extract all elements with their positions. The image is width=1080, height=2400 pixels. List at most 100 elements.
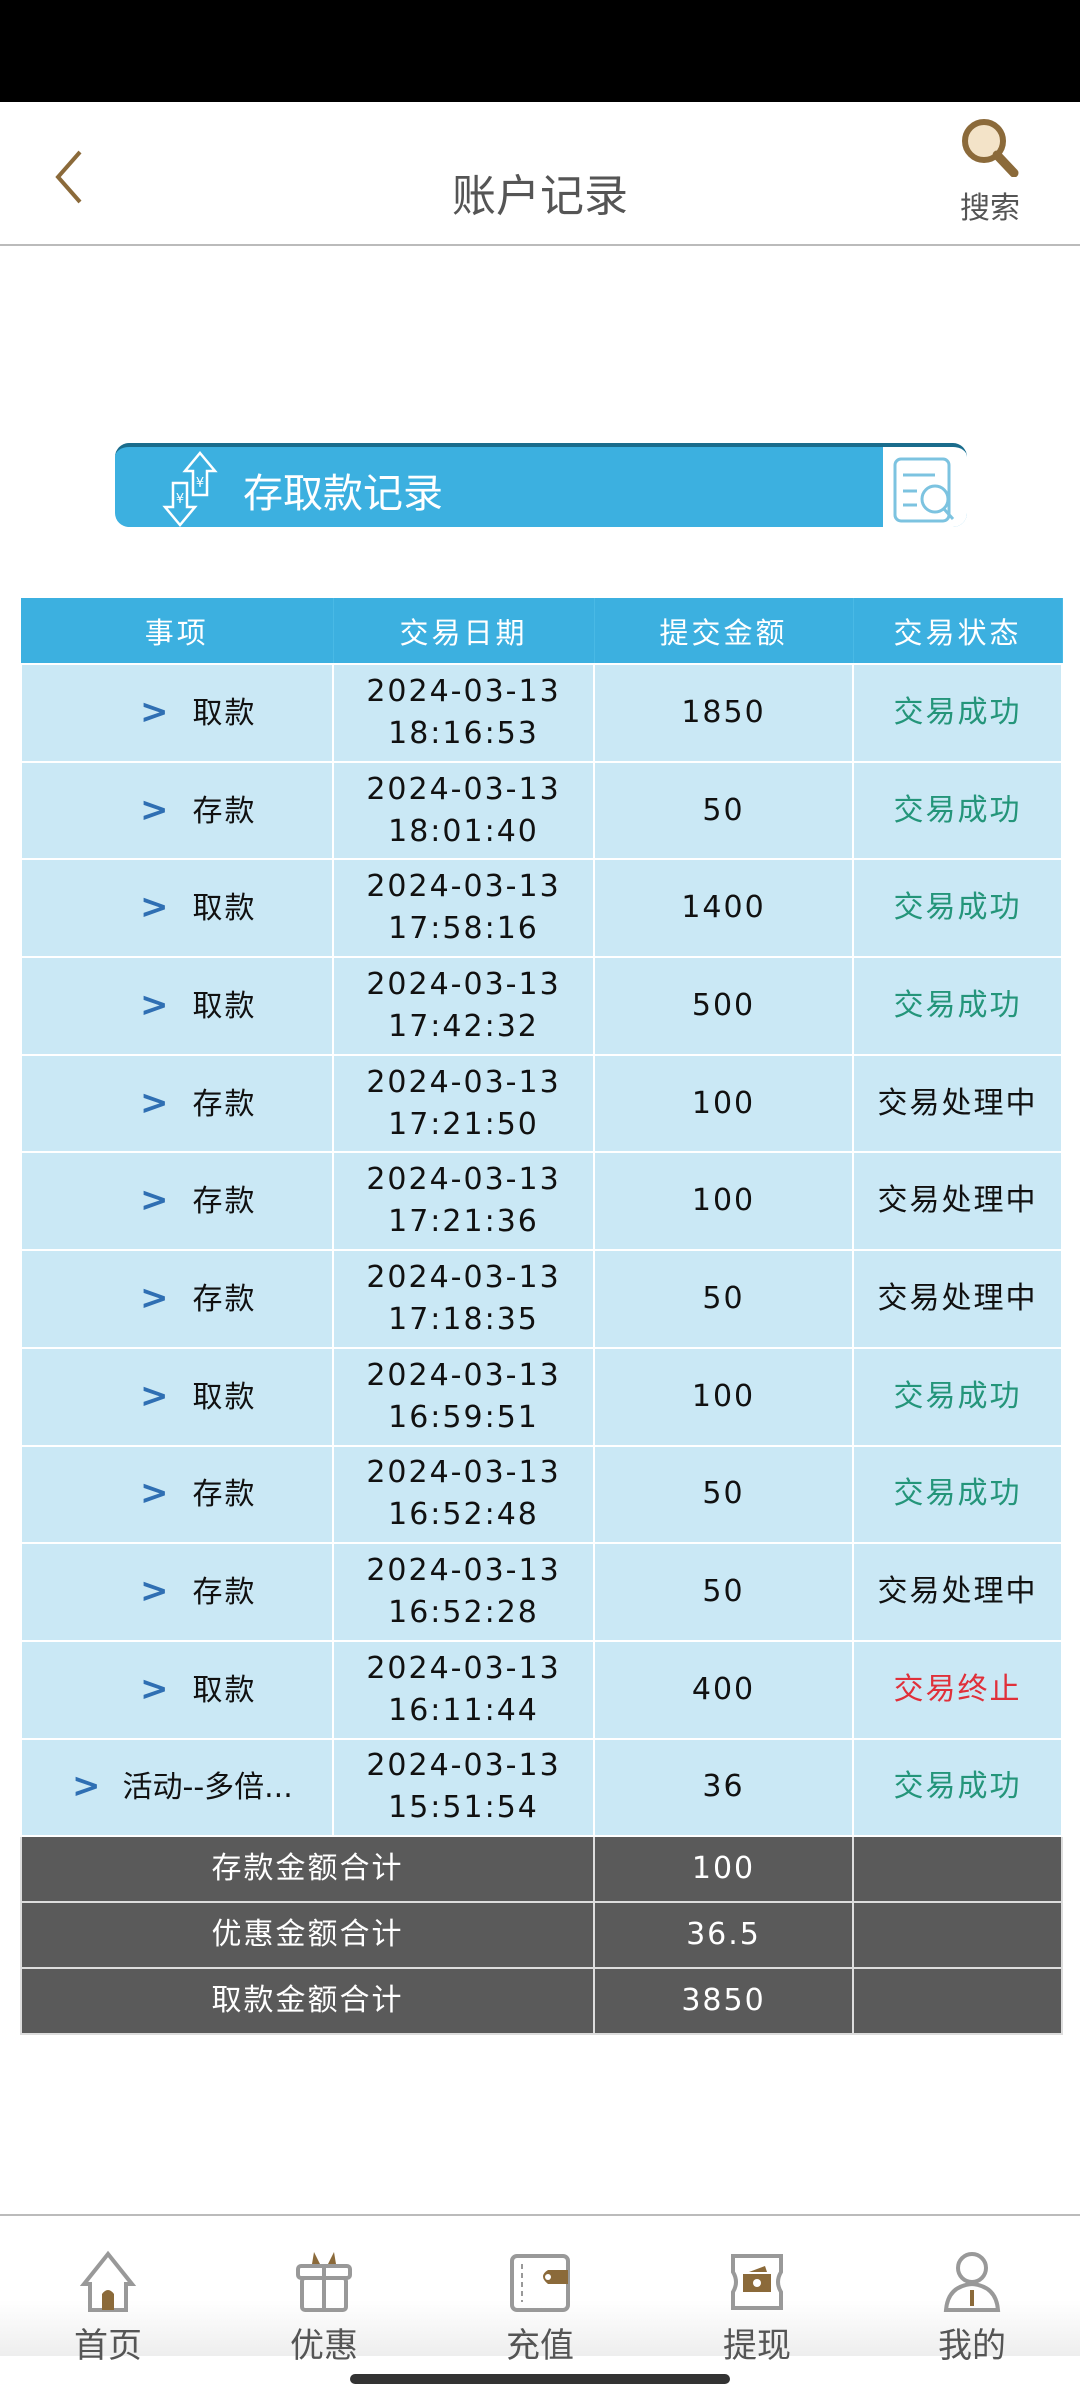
chevron-right-icon: > — [140, 1375, 171, 1416]
nav-item-cash[interactable]: 提现 — [697, 2250, 817, 2367]
date-cell: 2024-03-13 16:11:44 — [332, 1639, 595, 1740]
banner-title: 存取款记录 — [243, 471, 443, 517]
table-row[interactable]: > 取款 2024-03-13 18:16:53 1850 交易成功 — [20, 663, 1063, 763]
time: 17:21:50 — [388, 1106, 539, 1142]
item-cell[interactable]: > 取款 — [20, 956, 334, 1056]
table-row[interactable]: > 存款 2024-03-13 17:18:35 50 交易处理中 — [20, 1249, 1063, 1349]
item-label: 取款 — [192, 1672, 257, 1708]
date-cell: 2024-03-13 18:16:53 — [332, 663, 595, 763]
status-cell: 交易处理中 — [852, 1542, 1063, 1642]
status-bar — [0, 0, 1080, 102]
record-search-button[interactable] — [883, 447, 967, 527]
amount-cell: 100 — [593, 1346, 854, 1447]
item-cell[interactable]: > 活动--多倍... — [20, 1737, 334, 1838]
date: 2024-03-13 — [366, 1162, 561, 1198]
chevron-right-icon: > — [140, 887, 171, 928]
nav-label: 我的 — [938, 2326, 1006, 2366]
status-cell: 交易终止 — [852, 1639, 1063, 1740]
exchange-yuan-icon: ¥¥ — [162, 451, 218, 527]
amount-cell: 50 — [593, 760, 854, 861]
date-cell: 2024-03-13 17:18:35 — [332, 1249, 595, 1349]
table-row[interactable]: > 存款 2024-03-13 17:21:50 100 交易处理中 — [20, 1053, 1063, 1154]
time: 17:42:32 — [388, 1008, 539, 1044]
item-cell[interactable]: > 取款 — [20, 858, 334, 959]
time: 18:01:40 — [388, 813, 539, 849]
chevron-right-icon: > — [140, 984, 171, 1025]
summary-label: 取款金额合计 — [20, 1967, 595, 2036]
deposit-withdraw-records-banner[interactable]: ¥ ¥ 存取款记录 — [115, 443, 967, 527]
date-cell: 2024-03-13 17:21:36 — [332, 1151, 595, 1252]
amount-cell: 400 — [593, 1639, 854, 1740]
status-cell: 交易成功 — [852, 1444, 1063, 1545]
table-row[interactable]: > 取款 2024-03-13 16:59:51 100 交易成功 — [20, 1346, 1063, 1447]
table-row[interactable]: > 存款 2024-03-13 16:52:48 50 交易成功 — [20, 1444, 1063, 1545]
back-button[interactable] — [50, 147, 100, 207]
chevron-right-icon: > — [140, 789, 171, 830]
item-cell[interactable]: > 存款 — [20, 1542, 334, 1642]
time: 17:18:35 — [388, 1301, 539, 1337]
item-cell[interactable]: > 存款 — [20, 1053, 334, 1154]
nav-item-wallet[interactable]: 充值 — [480, 2250, 600, 2367]
date: 2024-03-13 — [366, 1064, 561, 1100]
date: 2024-03-13 — [366, 771, 561, 807]
date-cell: 2024-03-13 16:52:48 — [332, 1444, 595, 1545]
date-cell: 2024-03-13 16:52:28 — [332, 1542, 595, 1642]
search-button[interactable]: 搜索 — [950, 117, 1030, 227]
time: 16:11:44 — [388, 1692, 539, 1728]
summary-empty — [852, 1967, 1063, 2036]
item-cell[interactable]: > 存款 — [20, 1444, 334, 1545]
summary-label: 存款金额合计 — [20, 1835, 595, 1904]
column-header-amount: 提交金额 — [594, 598, 854, 664]
nav-item-gift[interactable]: 优惠 — [264, 2250, 384, 2367]
summary-empty — [852, 1835, 1063, 1904]
nav-label: 优惠 — [290, 2326, 358, 2366]
amount-cell: 500 — [593, 956, 854, 1056]
date: 2024-03-13 — [366, 1748, 561, 1784]
svg-text:¥: ¥ — [176, 492, 184, 507]
status-cell: 交易成功 — [852, 858, 1063, 959]
amount-cell: 50 — [593, 1249, 854, 1349]
amount-cell: 36 — [593, 1737, 854, 1838]
nav-label: 首页 — [74, 2326, 142, 2366]
table-row[interactable]: > 取款 2024-03-13 17:42:32 500 交易成功 — [20, 956, 1063, 1056]
status-cell: 交易成功 — [852, 956, 1063, 1056]
nav-item-user[interactable]: 我的 — [912, 2250, 1032, 2367]
status-cell: 交易处理中 — [852, 1053, 1063, 1154]
item-label: 存款 — [192, 1575, 257, 1611]
item-cell[interactable]: > 存款 — [20, 760, 334, 861]
date: 2024-03-13 — [366, 1259, 561, 1295]
date-cell: 2024-03-13 15:51:54 — [332, 1737, 595, 1838]
amount-cell: 100 — [593, 1151, 854, 1252]
home-indicator[interactable] — [350, 2374, 730, 2384]
chevron-right-icon: > — [140, 1668, 171, 1709]
status-cell: 交易成功 — [852, 1346, 1063, 1447]
amount-cell: 1400 — [593, 858, 854, 959]
table-row[interactable]: > 取款 2024-03-13 17:58:16 1400 交易成功 — [20, 858, 1063, 959]
header: 账户记录 搜索 — [0, 102, 1080, 246]
table-row[interactable]: > 活动--多倍... 2024-03-13 15:51:54 36 交易成功 — [20, 1737, 1063, 1838]
item-cell[interactable]: > 取款 — [20, 663, 334, 763]
nav-item-home[interactable]: 首页 — [48, 2250, 168, 2367]
search-label: 搜索 — [960, 191, 1020, 226]
records-table: 事项 交易日期 提交金额 交易状态 > 取款 2024-03-13 18:16:53… — [20, 598, 1063, 2036]
date: 2024-03-13 — [366, 1455, 561, 1491]
item-cell[interactable]: > 存款 — [20, 1249, 334, 1349]
gift-icon — [296, 2252, 352, 2312]
time: 18:16:53 — [388, 715, 539, 751]
item-cell[interactable]: > 存款 — [20, 1151, 334, 1252]
chevron-left-icon — [55, 150, 82, 204]
table-row[interactable]: > 存款 2024-03-13 16:52:28 50 交易处理中 — [20, 1542, 1063, 1642]
item-cell[interactable]: > 取款 — [20, 1639, 334, 1740]
item-label: 取款 — [192, 695, 257, 731]
status-cell: 交易成功 — [852, 760, 1063, 861]
item-label: 存款 — [192, 793, 257, 829]
nav-label: 充值 — [506, 2326, 574, 2366]
table-row[interactable]: > 存款 2024-03-13 18:01:40 50 交易成功 — [20, 760, 1063, 861]
time: 16:52:48 — [388, 1497, 539, 1533]
table-row[interactable]: > 取款 2024-03-13 16:11:44 400 交易终止 — [20, 1639, 1063, 1740]
amount-cell: 1850 — [593, 663, 854, 763]
item-cell[interactable]: > 取款 — [20, 1346, 334, 1447]
item-label: 存款 — [192, 1086, 257, 1122]
date-cell: 2024-03-13 18:01:40 — [332, 760, 595, 861]
table-row[interactable]: > 存款 2024-03-13 17:21:36 100 交易处理中 — [20, 1151, 1063, 1252]
